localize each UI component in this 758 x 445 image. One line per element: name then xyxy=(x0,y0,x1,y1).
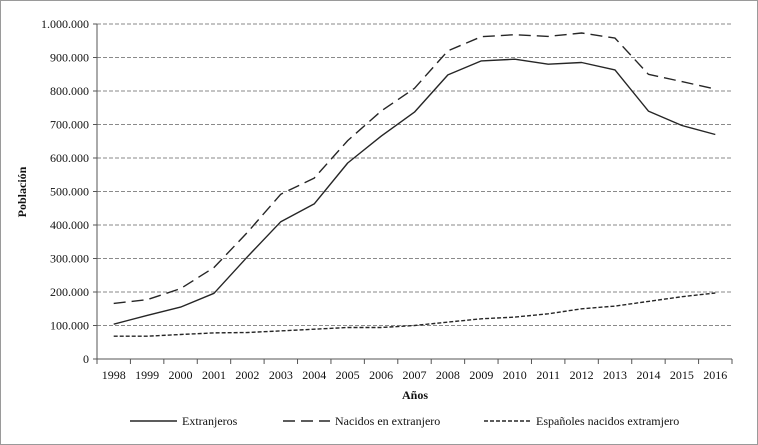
legend-label-1: Extranjeros xyxy=(182,414,238,428)
legend: Extranjeros Nacidos en extranjero Españole… xyxy=(130,414,679,428)
axes xyxy=(93,23,733,364)
x-tick-label: 2016 xyxy=(703,368,727,382)
y-tick-label: 200.000 xyxy=(50,285,89,299)
y-tick-label: 500.000 xyxy=(50,185,89,199)
x-tick-label: 2004 xyxy=(302,368,326,382)
x-axis-title: Años xyxy=(402,388,428,402)
y-tick-label: 300.000 xyxy=(50,252,89,266)
x-tick-label: 1998 xyxy=(102,368,126,382)
y-tick-label: 1.000.000 xyxy=(41,17,89,31)
x-tick-label: 2007 xyxy=(403,368,427,382)
x-tick-label: 1999 xyxy=(135,368,159,382)
x-tick-label: 2006 xyxy=(369,368,393,382)
x-tick-label: 2005 xyxy=(336,368,360,382)
y-tick-label: 800.000 xyxy=(50,84,89,98)
y-tick-label: 900.000 xyxy=(50,51,89,65)
series-line-3 xyxy=(113,292,716,337)
x-tick-label: 2000 xyxy=(169,368,193,382)
x-tick-label: 2013 xyxy=(603,368,627,382)
y-tick-label: 400.000 xyxy=(50,218,89,232)
x-tick-label: 2012 xyxy=(570,368,594,382)
legend-label-3: Españoles nacidos extramjero xyxy=(536,414,679,428)
gridlines xyxy=(97,23,732,326)
x-tick-label: 2010 xyxy=(503,368,527,382)
legend-label-2: Nacidos en extranjero xyxy=(335,414,440,428)
x-tick-label: 2014 xyxy=(636,368,660,382)
x-tick-label: 2009 xyxy=(469,368,493,382)
x-tick-label: 2001 xyxy=(202,368,226,382)
x-tick-label: 2002 xyxy=(235,368,259,382)
y-tick-label: 100.000 xyxy=(50,319,89,333)
y-tick-label: 600.000 xyxy=(50,151,89,165)
y-tick-labels: 0 100.000 200.000 300.000 400.000 500.000 600.… xyxy=(41,17,89,366)
x-tick-label: 2003 xyxy=(269,368,293,382)
series-lines xyxy=(113,32,716,337)
series-line-2 xyxy=(113,32,716,305)
y-axis-title: Población xyxy=(15,166,29,217)
y-tick-label: 700.000 xyxy=(50,118,89,132)
x-tick-label: 2008 xyxy=(436,368,460,382)
x-tick-labels: 1998 1999 2000 2001 2002 2003 2004 2005 2006 2007… xyxy=(102,368,728,382)
series-line-1 xyxy=(113,58,716,325)
x-tick-label: 2015 xyxy=(670,368,694,382)
y-tick-label: 0 xyxy=(83,352,89,366)
x-tick-label: 2011 xyxy=(536,368,560,382)
